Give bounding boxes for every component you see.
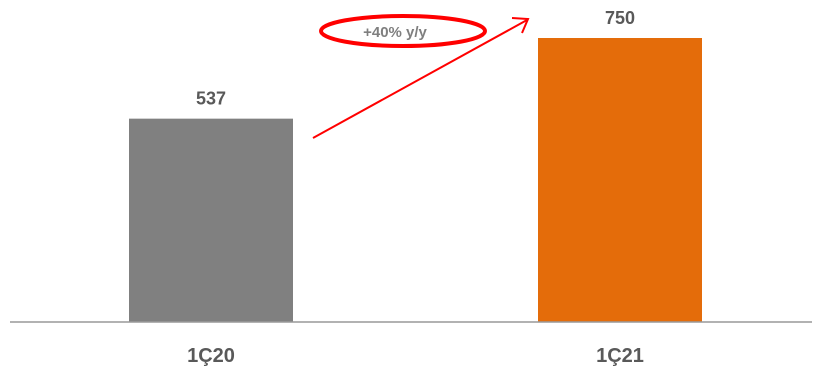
bar-1Ç21 xyxy=(538,38,702,322)
value-label-1Ç21: 750 xyxy=(605,8,635,28)
category-label-1Ç21: 1Ç21 xyxy=(596,345,644,367)
growth-arrow-shaft xyxy=(312,19,528,139)
bars-group: 537 1Ç20 750 1Ç21 xyxy=(129,8,702,367)
value-label-1Ç20: 537 xyxy=(196,89,226,109)
category-label-1Ç20: 1Ç20 xyxy=(187,345,235,367)
growth-arrowhead xyxy=(511,17,530,34)
annotation-text: +40% y/y xyxy=(363,24,427,41)
bar-1Ç20 xyxy=(129,118,293,322)
annotation-ellipse xyxy=(319,14,487,48)
growth-annotation: +40% y/y xyxy=(312,14,530,139)
